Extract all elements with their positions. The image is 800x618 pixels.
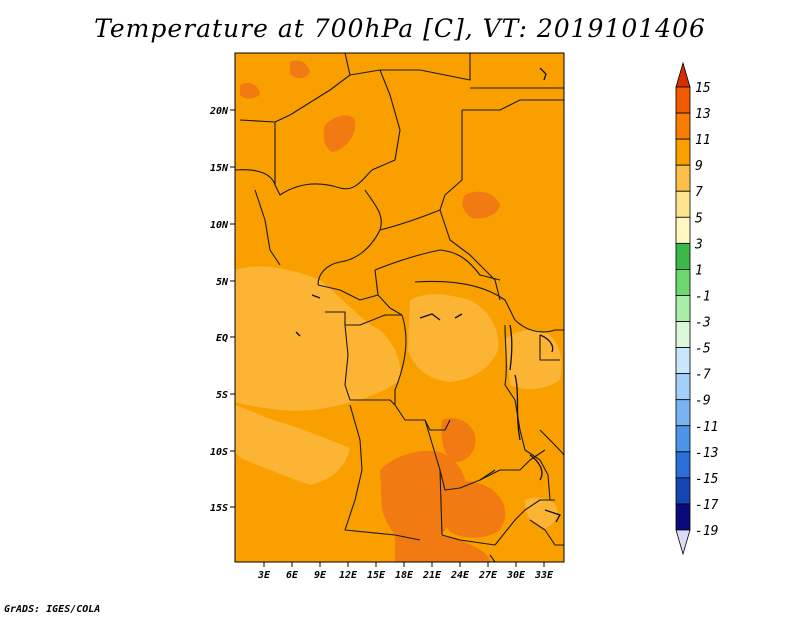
colorbar-label: 11 <box>695 133 711 148</box>
colorbar-label: 15 <box>695 81 711 96</box>
colorbar-swatch <box>675 477 691 505</box>
colorbar-label: -7 <box>695 368 711 383</box>
colorbar-swatch <box>675 164 691 192</box>
colorbar: 15 13 11 9 7 5 3 1 -1 -3 -5 -7 -9 -11 -13 -15 -17 -19 <box>675 61 719 556</box>
lon-label: 3E <box>257 570 271 581</box>
map-frame <box>234 52 565 563</box>
colorbar-swatch <box>675 242 691 270</box>
lon-label: 30E <box>506 570 526 581</box>
grads-credit: GrADS: IGES/COLA <box>4 604 101 615</box>
warm-patch-corner <box>240 82 260 99</box>
colorbar-swatch <box>675 112 691 140</box>
map-area <box>235 53 564 562</box>
colorbar-swatch <box>675 86 691 114</box>
lat-label: 20N <box>209 106 229 117</box>
colorbar-bottom-arrow <box>675 529 691 556</box>
lakes <box>295 67 561 523</box>
colorbar-swatch <box>675 425 691 453</box>
lon-label: 18E <box>395 570 414 581</box>
colorbar-swatch <box>675 347 691 375</box>
lon-label: 27E <box>478 570 498 581</box>
colorbar-label: -3 <box>695 316 711 331</box>
colorbar-label: -13 <box>695 446 718 461</box>
lat-label: 5N <box>216 277 229 288</box>
lat-label: 10N <box>210 220 229 231</box>
light-region-east <box>505 330 562 390</box>
colorbar-label: -17 <box>695 498 719 513</box>
lon-label: 15E <box>367 570 386 581</box>
colorbar-label: -11 <box>695 420 718 435</box>
warm-patch-nw <box>290 60 310 79</box>
lat-label: 15S <box>210 503 228 514</box>
colorbar-swatch <box>675 295 691 322</box>
colorbar-label: -5 <box>695 342 711 357</box>
light-region-central <box>408 294 499 382</box>
colorbar-swatch <box>675 321 691 348</box>
lon-label: 12E <box>339 570 358 581</box>
colorbar-swatch <box>675 399 691 427</box>
lat-label: EQ <box>216 333 228 344</box>
colorbar-label: 3 <box>694 237 703 252</box>
colorbar-label: -1 <box>695 289 711 304</box>
colorbar-swatch <box>675 503 691 531</box>
colorbar-label: 5 <box>695 211 703 226</box>
warm-patch-south-east <box>438 480 506 538</box>
colorbar-label: 9 <box>695 159 703 174</box>
colorbar-label: -15 <box>695 472 719 487</box>
colorbar-swatch <box>675 216 691 244</box>
warm-patch-north <box>323 115 356 152</box>
warm-patch-southwest <box>441 418 476 462</box>
light-region-west <box>235 266 401 411</box>
colorbar-swatch <box>675 269 691 296</box>
colorbar-label: 1 <box>695 263 703 278</box>
lon-label: 33E <box>534 570 554 581</box>
colorbar-label: 13 <box>695 107 711 122</box>
colorbar-label: -9 <box>695 394 711 409</box>
colorbar-swatch <box>675 451 691 479</box>
lat-label: 15N <box>210 163 229 174</box>
lon-label: 6E <box>286 570 299 581</box>
light-region-coast <box>235 405 350 485</box>
colorbar-label: -19 <box>695 524 718 539</box>
lat-label: 10S <box>210 447 228 458</box>
lon-label: 24E <box>450 570 470 581</box>
colorbar-swatch <box>675 138 691 166</box>
longitude-axis: 3E 6E 9E 12E 15E 18E 21E 24E 27E 30E 33E <box>257 562 554 581</box>
latitude-axis: 20N 15N 10N 5N EQ 5S 10S 15S <box>209 106 235 514</box>
lon-label: 21E <box>422 570 442 581</box>
country-borders <box>235 53 564 562</box>
lat-label: 5S <box>216 390 228 401</box>
colorbar-label: 7 <box>695 185 703 200</box>
map-title: Temperature at 700hPa [C], VT: 201910140… <box>94 14 706 43</box>
warm-patch-northeast <box>462 191 500 219</box>
lon-label: 9E <box>314 570 327 581</box>
colorbar-swatch <box>675 373 691 401</box>
colorbar-top-arrow <box>675 61 691 88</box>
colorbar-swatch <box>675 190 691 218</box>
